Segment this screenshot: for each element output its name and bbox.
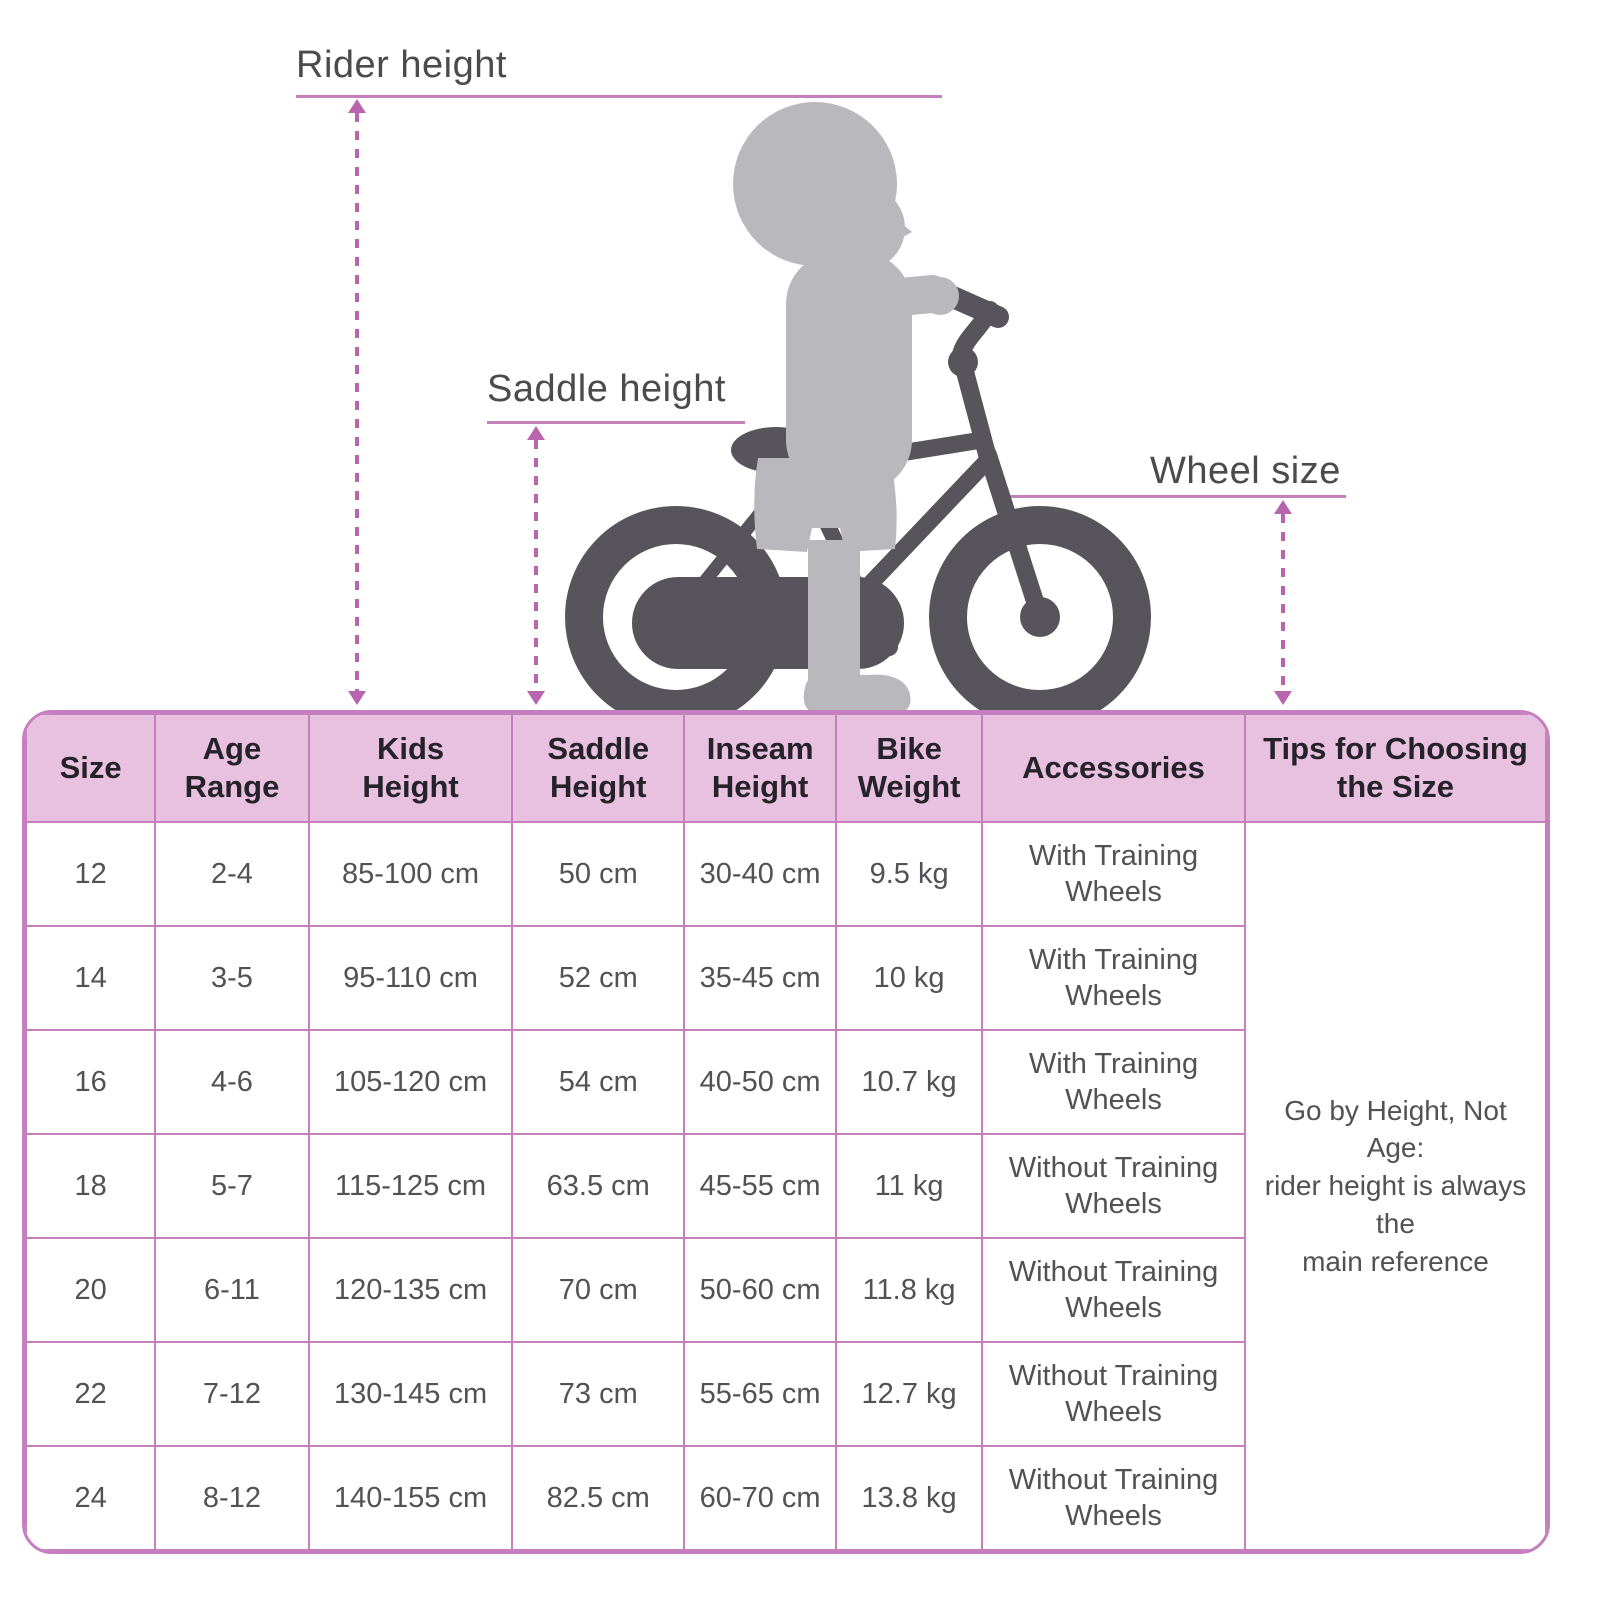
cell-kids-height: 130-145 cm bbox=[307, 1341, 514, 1447]
table-row-size-16: 16 4-6 105-120 cm 54 cm 40-50 cm 10.7 kg… bbox=[25, 1029, 1546, 1135]
head bbox=[821, 186, 905, 270]
cell-size: 18 bbox=[25, 1133, 157, 1239]
rider-height-label: Rider height bbox=[296, 44, 507, 86]
cell-size: 24 bbox=[25, 1445, 157, 1551]
shorts bbox=[754, 458, 897, 552]
col-header-inseam-height: Inseam Height bbox=[683, 713, 838, 823]
cell-inseam: 50-60 cm bbox=[683, 1237, 838, 1343]
cell-saddle-height: 73 cm bbox=[511, 1341, 686, 1447]
cell-age: 5-7 bbox=[154, 1133, 310, 1239]
fork-tube bbox=[979, 446, 1049, 626]
cell-inseam: 45-55 cm bbox=[683, 1133, 838, 1239]
arrow-up-icon bbox=[1274, 500, 1292, 514]
cell-weight: 11 kg bbox=[835, 1133, 984, 1239]
cell-saddle-height: 63.5 cm bbox=[511, 1133, 686, 1239]
arrow-down-icon bbox=[1274, 691, 1292, 705]
cell-accessories: Without Training Wheels bbox=[981, 1133, 1246, 1239]
cell-kids-height: 140-155 cm bbox=[307, 1445, 514, 1551]
cell-saddle-height: 70 cm bbox=[511, 1237, 686, 1343]
handlebar-knob bbox=[948, 347, 978, 377]
cell-age: 4-6 bbox=[154, 1029, 310, 1135]
cell-kids-height: 115-125 cm bbox=[307, 1133, 514, 1239]
cell-saddle-height: 50 cm bbox=[511, 821, 686, 927]
child-silhouette bbox=[733, 102, 959, 712]
cell-size: 16 bbox=[25, 1029, 157, 1135]
col-header-tips: Tips for Choosing the Size bbox=[1243, 713, 1547, 823]
cell-age: 2-4 bbox=[154, 821, 310, 927]
cell-kids-height: 105-120 cm bbox=[307, 1029, 514, 1135]
cell-accessories: With Training Wheels bbox=[981, 821, 1246, 927]
measurement-diagram: Rider height Saddle height Wheel size bbox=[0, 0, 1600, 712]
cell-weight: 10 kg bbox=[835, 925, 984, 1031]
cell-inseam: 30-40 cm bbox=[683, 821, 838, 927]
cell-size: 20 bbox=[25, 1237, 157, 1343]
cell-accessories: With Training Wheels bbox=[981, 925, 1246, 1031]
table-row-size-20: 20 6-11 120-135 cm 70 cm 50-60 cm 11.8 k… bbox=[25, 1237, 1546, 1343]
wheel-size-arrow bbox=[1274, 500, 1292, 705]
rider-height-arrow bbox=[348, 99, 366, 705]
down-tube bbox=[863, 453, 995, 591]
col-header-accessories: Accessories bbox=[981, 713, 1246, 823]
cell-age: 3-5 bbox=[154, 925, 310, 1031]
arrow-up-icon bbox=[527, 426, 545, 440]
size-table: Size Age Range Kids Height Saddle Height In… bbox=[25, 713, 1547, 1551]
cell-saddle-height: 54 cm bbox=[511, 1029, 686, 1135]
cell-accessories: Without Training Wheels bbox=[981, 1445, 1246, 1551]
shoe bbox=[803, 674, 911, 712]
arrow-down-icon bbox=[348, 691, 366, 705]
cell-size: 12 bbox=[25, 821, 157, 927]
bike-and-child-illustration bbox=[565, 102, 1151, 712]
front-wheel bbox=[929, 506, 1151, 712]
arrow-up-icon bbox=[348, 99, 366, 113]
cell-weight: 12.7 kg bbox=[835, 1341, 984, 1447]
saddle-height-label: Saddle height bbox=[487, 368, 726, 410]
cell-inseam: 60-70 cm bbox=[683, 1445, 838, 1551]
rider-height-line bbox=[296, 95, 942, 98]
cell-saddle-height: 82.5 cm bbox=[511, 1445, 686, 1551]
wheel-size-line bbox=[1008, 495, 1346, 498]
cell-accessories: Without Training Wheels bbox=[981, 1341, 1246, 1447]
cell-size: 14 bbox=[25, 925, 157, 1031]
table-row-size-18: 18 5-7 115-125 cm 63.5 cm 45-55 cm 11 kg… bbox=[25, 1133, 1546, 1239]
table-row-size-14: 14 3-5 95-110 cm 52 cm 35-45 cm 10 kg Wi… bbox=[25, 925, 1546, 1031]
cell-inseam: 40-50 cm bbox=[683, 1029, 838, 1135]
col-header-bike-weight: Bike Weight bbox=[835, 713, 984, 823]
col-header-size: Size bbox=[25, 713, 157, 823]
hand bbox=[921, 277, 959, 315]
cell-inseam: 35-45 cm bbox=[683, 925, 838, 1031]
cell-weight: 11.8 kg bbox=[835, 1237, 984, 1343]
arrow-down-icon bbox=[527, 691, 545, 705]
saddle-height-line bbox=[487, 421, 745, 424]
col-header-age-range: Age Range bbox=[154, 713, 310, 823]
cell-weight: 9.5 kg bbox=[835, 821, 984, 927]
face-profile bbox=[884, 210, 912, 248]
header-row: Size Age Range Kids Height Saddle Height In… bbox=[25, 713, 1547, 823]
cell-inseam: 55-65 cm bbox=[683, 1341, 838, 1447]
cell-kids-height: 120-135 cm bbox=[307, 1237, 514, 1343]
cell-age: 6-11 bbox=[154, 1237, 310, 1343]
leg bbox=[808, 540, 860, 690]
cell-age: 8-12 bbox=[154, 1445, 310, 1551]
wheel-size-label: Wheel size bbox=[1150, 450, 1341, 492]
cell-accessories: With Training Wheels bbox=[981, 1029, 1246, 1135]
cell-age: 7-12 bbox=[154, 1341, 310, 1447]
pedal bbox=[850, 628, 898, 656]
cell-tips: Go by Height, Not Age: rider height is al… bbox=[1243, 821, 1547, 1551]
table-row-size-12: 12 2-4 85-100 cm 50 cm 30-40 cm 9.5 kg W… bbox=[25, 821, 1547, 1551]
cell-saddle-height: 52 cm bbox=[511, 925, 686, 1031]
table-row-size-24: 24 8-12 140-155 cm 82.5 cm 60-70 cm 13.8… bbox=[25, 1445, 1546, 1551]
table-row-size-22: 22 7-12 130-145 cm 73 cm 55-65 cm 12.7 k… bbox=[25, 1341, 1546, 1447]
cell-weight: 10.7 kg bbox=[835, 1029, 984, 1135]
cell-kids-height: 95-110 cm bbox=[307, 925, 514, 1031]
col-header-saddle-height: Saddle Height bbox=[511, 713, 686, 823]
cell-kids-height: 85-100 cm bbox=[307, 821, 514, 927]
cell-accessories: Without Training Wheels bbox=[981, 1237, 1246, 1343]
cell-weight: 13.8 kg bbox=[835, 1445, 984, 1551]
cell-size: 22 bbox=[25, 1341, 157, 1447]
size-table-card: Size Age Range Kids Height Saddle Height In… bbox=[22, 710, 1550, 1554]
saddle-height-arrow bbox=[527, 426, 545, 705]
col-header-kids-height: Kids Height bbox=[307, 713, 514, 823]
